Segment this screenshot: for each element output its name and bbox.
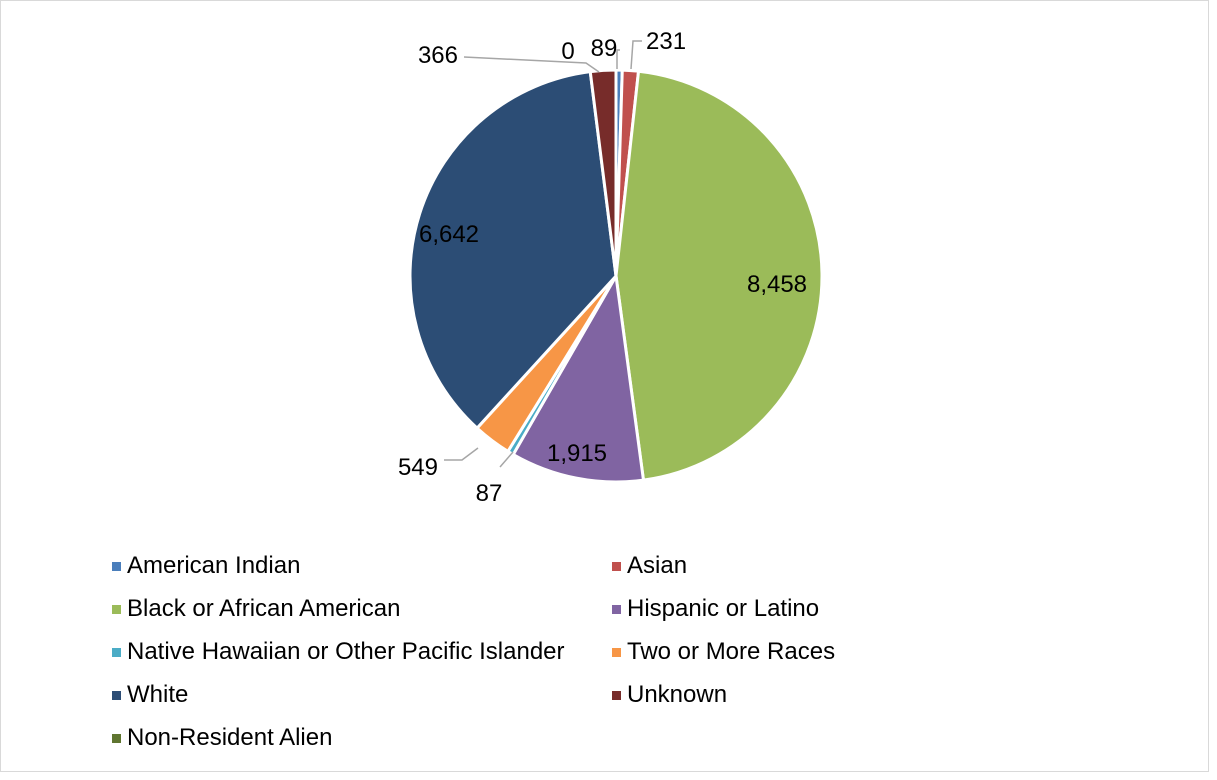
legend-swatch-white [112,690,121,700]
legend-label-native-hawaiian: Native Hawaiian or Other Pacific Islande… [127,638,565,665]
legend-label-non-resident-alien: Non-Resident Alien [127,724,333,751]
legend-item-hispanic-or-latino: Hispanic or Latino [612,595,819,623]
leader-line-native-hawaiian-or-other-pacific-islander [499,451,514,468]
data-label-american-indian: 89 [591,35,618,62]
pie-slice-unknown [588,68,618,278]
legend-label-black-or-african-american: Black or African American [127,595,401,622]
legend-item-white: White [112,681,188,709]
legend-item-unknown: Unknown [612,681,727,709]
legend-item-non-resident-alien: Non-Resident Alien [112,724,332,752]
pie-slice-hispanic-or-latino [511,274,645,484]
legend-item-native-hawaiian: Native Hawaiian or Other Pacific Islande… [112,638,565,666]
data-label-black-or-african-american: 8,458 [747,271,807,298]
legend-label-american-indian: American Indian [127,552,301,579]
legend-label-hispanic-or-latino: Hispanic or Latino [627,595,820,622]
legend-label-white: White [127,681,189,708]
legend-swatch-two-or-more-races [612,647,621,657]
data-label-unknown: 366 [418,42,458,69]
leader-line-american-indian [616,49,620,69]
legend-swatch-asian [612,561,621,571]
legend-item-american-indian: American Indian [112,552,300,580]
data-label-native-hawaiian-or-other-pacific-islander: 87 [476,480,503,507]
data-label-two-or-more-races: 549 [398,454,438,481]
legend-item-black-or-african-american: Black or African American [112,595,400,623]
legend-item-asian: Asian [612,552,687,580]
legend-label-asian: Asian [627,552,688,579]
data-label-white: 6,642 [419,221,479,248]
legend-label-unknown: Unknown [627,681,728,708]
legend-swatch-non-resident-alien [112,733,121,743]
legend-swatch-native-hawaiian [112,647,121,657]
data-label-asian: 231 [646,28,686,55]
leader-line-two-or-more-races [444,447,479,461]
leader-line-asian [630,40,642,70]
legend-swatch-hispanic-or-latino [612,604,621,614]
legend-swatch-unknown [612,690,621,700]
leader-line-unknown [463,56,600,73]
data-label-hispanic-or-latino: 1,915 [547,440,607,467]
legend-item-two-or-more-races: Two or More Races [612,638,835,666]
legend-swatch-american-indian [112,561,121,571]
pie-slice-black-or-african-american [614,69,824,482]
legend-label-two-or-more-races: Two or More Races [627,638,836,665]
data-label-non-resident-alien: 0 [561,38,574,65]
pie-slice-white [408,70,618,430]
legend-swatch-black-or-african-american [112,604,121,614]
